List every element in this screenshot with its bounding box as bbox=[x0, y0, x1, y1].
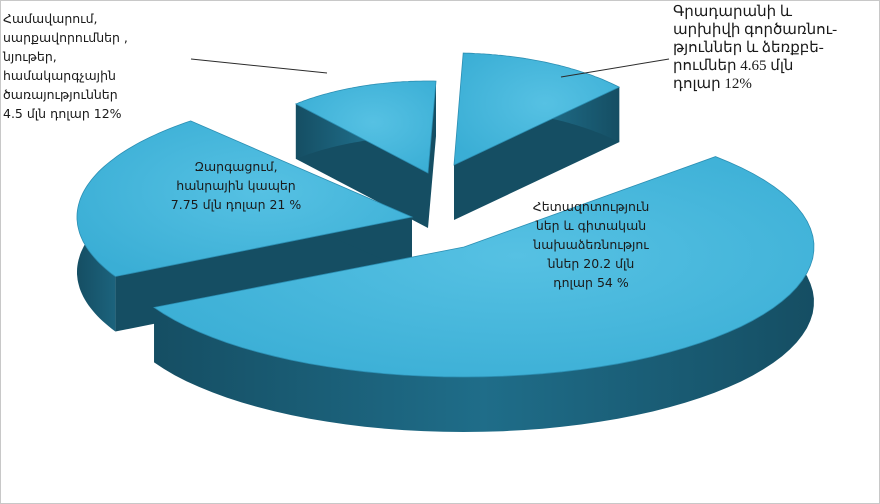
slice-label-library: Գրադարանի և արխիվի գործառնու- թյուններ և… bbox=[673, 4, 838, 92]
slice-label-development: Զարգացում, հանրային կապեր 7.75 մլն դոլար… bbox=[170, 159, 302, 212]
pie-slice-library bbox=[453, 52, 621, 221]
leader-line-equipment bbox=[190, 58, 328, 74]
leader-line-library bbox=[560, 58, 670, 78]
slice-label-research: Հետազոտություն ներ և գիտական նախաձեռնութ… bbox=[532, 199, 650, 290]
pie-slice-research bbox=[153, 156, 815, 432]
pie-slice-equipment bbox=[294, 80, 437, 228]
slice-label-equipment: Համավարում, սարքավորումներ , նյութեր, հա… bbox=[3, 11, 128, 121]
